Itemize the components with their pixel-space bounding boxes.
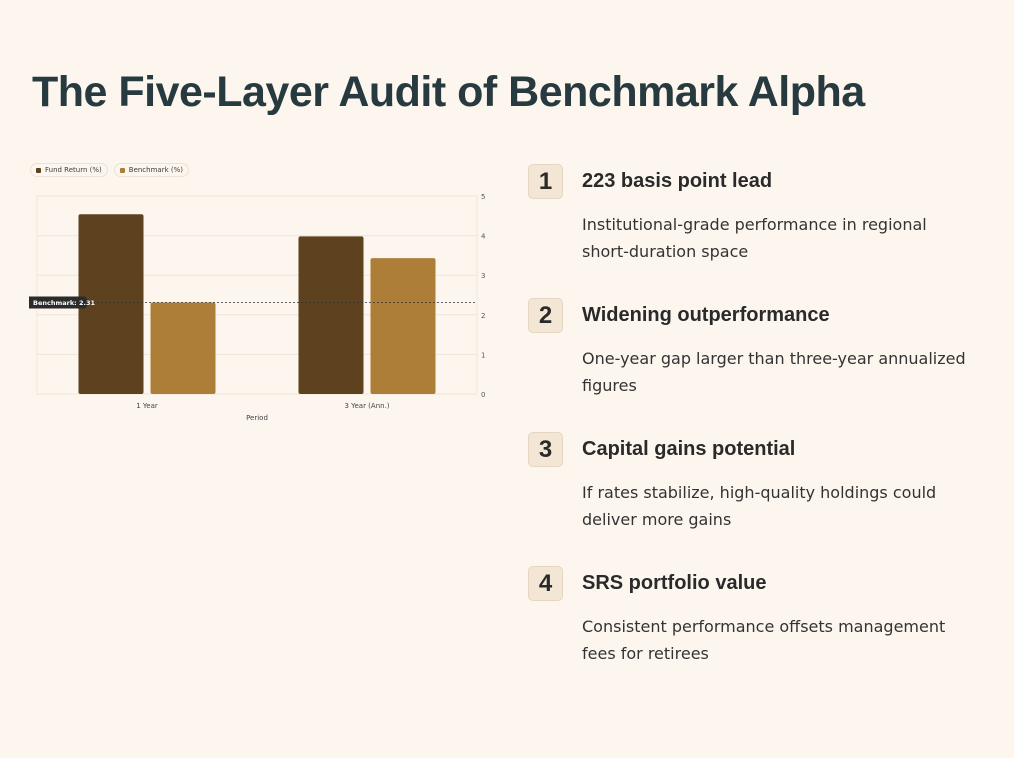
reference-line-tag bbox=[29, 296, 90, 309]
legend-label-benchmark: Benchmark (%) bbox=[128, 166, 183, 174]
point-number-badge: 4 bbox=[528, 566, 563, 601]
bar-benchmark bbox=[150, 302, 216, 394]
legend-swatch-benchmark bbox=[119, 167, 125, 173]
point-description: Institutional-grade performance in regio… bbox=[582, 215, 927, 261]
chart-legend: Fund Return (%) Benchmark (%) bbox=[30, 163, 189, 177]
y-tick-label: 5 bbox=[481, 193, 485, 201]
point-number-badge: 1 bbox=[528, 164, 563, 199]
point-description: If rates stabilize, high-quality holding… bbox=[582, 483, 937, 529]
key-point: 4 SRS portfolio value Consistent perform… bbox=[528, 566, 978, 700]
y-tick-label: 4 bbox=[481, 233, 486, 241]
key-point: 1 223 basis point lead Institutional-gra… bbox=[528, 164, 978, 298]
bar-fund bbox=[78, 214, 144, 394]
y-tick-label: 2 bbox=[481, 312, 485, 320]
key-point: 3 Capital gains potential If rates stabi… bbox=[528, 432, 978, 566]
point-title: Widening outperformance bbox=[582, 304, 830, 326]
x-tick-label: 1 Year bbox=[136, 402, 158, 410]
x-axis-label: Period bbox=[246, 414, 268, 422]
point-title: Capital gains potential bbox=[582, 438, 796, 460]
legend-item-fund[interactable]: Fund Return (%) bbox=[30, 163, 108, 177]
y-tick-label: 3 bbox=[481, 272, 485, 280]
point-description: One-year gap larger than three-year annu… bbox=[582, 349, 966, 395]
key-point: 2 Widening outperformance One-year gap l… bbox=[528, 298, 978, 432]
reference-line-label: Benchmark: 2.31 bbox=[33, 299, 96, 307]
y-tick-label: 1 bbox=[481, 351, 485, 359]
point-title: SRS portfolio value bbox=[582, 572, 767, 594]
point-title: 223 basis point lead bbox=[582, 170, 773, 192]
y-tick-label: 0 bbox=[481, 391, 485, 399]
point-number-badge: 3 bbox=[528, 432, 563, 467]
legend-swatch-fund bbox=[36, 167, 41, 173]
page-title: The Five-Layer Audit of Benchmark Alpha bbox=[32, 68, 865, 116]
bar-fund bbox=[298, 236, 364, 394]
point-description: Consistent performance offsets managemen… bbox=[582, 617, 946, 663]
point-number-badge: 2 bbox=[528, 298, 563, 333]
key-points-list: 1 223 basis point lead Institutional-gra… bbox=[528, 164, 978, 700]
bar-benchmark bbox=[370, 258, 436, 394]
x-tick-label: 3 Year (Ann.) bbox=[344, 402, 389, 410]
legend-item-benchmark[interactable]: Benchmark (%) bbox=[113, 163, 189, 177]
legend-label-fund: Fund Return (%) bbox=[45, 166, 102, 174]
